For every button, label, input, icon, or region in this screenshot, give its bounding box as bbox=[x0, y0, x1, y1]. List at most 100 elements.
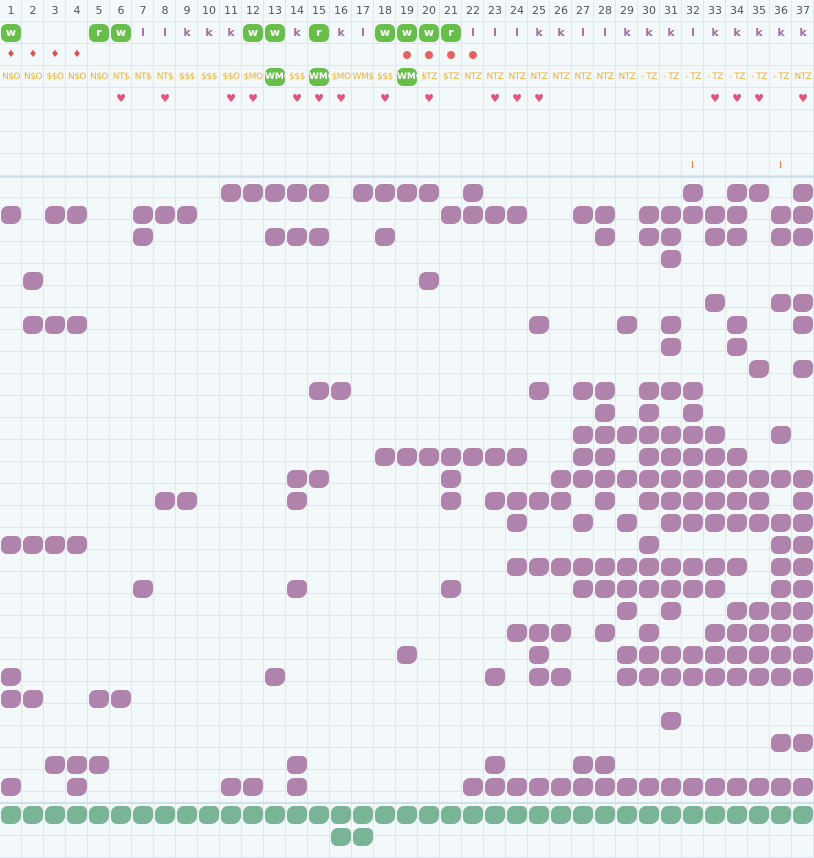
grid-blob[interactable] bbox=[353, 184, 373, 202]
grid-cell[interactable] bbox=[572, 0, 594, 22]
grid-cell[interactable] bbox=[0, 594, 22, 616]
grid-blob[interactable] bbox=[595, 778, 615, 796]
grid-cell[interactable] bbox=[44, 264, 66, 286]
grid-cell[interactable] bbox=[396, 396, 418, 418]
grid-blob[interactable] bbox=[463, 184, 483, 202]
grid-blob[interactable] bbox=[771, 734, 791, 752]
grid-cell[interactable] bbox=[748, 132, 770, 154]
grid-cell[interactable] bbox=[242, 726, 264, 748]
grid-cell[interactable] bbox=[66, 110, 88, 132]
grid-cell[interactable] bbox=[330, 22, 352, 44]
grid-cell[interactable] bbox=[22, 352, 44, 374]
grid-cell[interactable] bbox=[770, 154, 792, 176]
grid-cell[interactable] bbox=[242, 748, 264, 770]
grid-blob[interactable] bbox=[771, 294, 791, 312]
grid-cell[interactable] bbox=[506, 374, 528, 396]
grid-cell[interactable] bbox=[726, 528, 748, 550]
grid-cell[interactable] bbox=[154, 704, 176, 726]
grid-cell[interactable] bbox=[704, 330, 726, 352]
grid-cell[interactable] bbox=[220, 330, 242, 352]
grid-blob[interactable] bbox=[639, 536, 659, 554]
grid-cell[interactable] bbox=[484, 110, 506, 132]
heart-icon[interactable]: ♥ bbox=[380, 92, 390, 105]
grid-cell[interactable] bbox=[154, 550, 176, 572]
grid-blob[interactable] bbox=[793, 228, 813, 246]
grid-cell[interactable] bbox=[88, 308, 110, 330]
grid-cell[interactable] bbox=[374, 132, 396, 154]
grid-cell[interactable] bbox=[770, 176, 792, 198]
grid-cell[interactable] bbox=[704, 154, 726, 176]
grid-cell[interactable] bbox=[352, 374, 374, 396]
grid-cell[interactable] bbox=[286, 660, 308, 682]
grid-cell[interactable] bbox=[286, 330, 308, 352]
grid-cell[interactable] bbox=[374, 528, 396, 550]
grid-cell[interactable] bbox=[616, 352, 638, 374]
grid-cell[interactable] bbox=[682, 66, 704, 88]
grid-blob[interactable] bbox=[1, 206, 21, 224]
grid-cell[interactable] bbox=[682, 0, 704, 22]
grid-cell[interactable] bbox=[396, 594, 418, 616]
grid-blob[interactable] bbox=[1, 668, 21, 686]
grid-cell[interactable] bbox=[660, 154, 682, 176]
grid-cell[interactable] bbox=[572, 396, 594, 418]
grid-cell[interactable] bbox=[572, 44, 594, 66]
grid-cell[interactable] bbox=[440, 352, 462, 374]
grid-cell[interactable] bbox=[198, 462, 220, 484]
grid-blob[interactable] bbox=[705, 470, 725, 488]
grid-blob[interactable] bbox=[507, 448, 527, 466]
grid-cell[interactable] bbox=[748, 550, 770, 572]
grid-cell[interactable] bbox=[594, 836, 616, 858]
grid-cell[interactable] bbox=[418, 220, 440, 242]
grid-blob[interactable] bbox=[749, 646, 769, 664]
grid-cell[interactable] bbox=[462, 506, 484, 528]
grid-cell[interactable] bbox=[616, 198, 638, 220]
grid-blob[interactable] bbox=[155, 492, 175, 510]
grid-cell[interactable] bbox=[110, 330, 132, 352]
grid-cell[interactable] bbox=[308, 836, 330, 858]
grid-cell[interactable] bbox=[66, 418, 88, 440]
grid-cell[interactable] bbox=[22, 616, 44, 638]
grid-cell[interactable] bbox=[682, 704, 704, 726]
grid-cell[interactable] bbox=[44, 418, 66, 440]
grid-blob[interactable] bbox=[287, 492, 307, 510]
footer-blob[interactable] bbox=[331, 806, 351, 824]
grid-cell[interactable] bbox=[176, 176, 198, 198]
footer-blob[interactable] bbox=[309, 806, 329, 824]
grid-cell[interactable] bbox=[748, 154, 770, 176]
grid-cell[interactable] bbox=[550, 132, 572, 154]
grid-cell[interactable] bbox=[44, 704, 66, 726]
grid-cell[interactable] bbox=[198, 22, 220, 44]
grid-blob[interactable] bbox=[727, 646, 747, 664]
grid-cell[interactable] bbox=[154, 528, 176, 550]
grid-cell[interactable] bbox=[264, 198, 286, 220]
grid-cell[interactable] bbox=[66, 440, 88, 462]
grid-cell[interactable] bbox=[0, 418, 22, 440]
grid-cell[interactable] bbox=[176, 440, 198, 462]
grid-cell[interactable] bbox=[286, 66, 308, 88]
grid-cell[interactable] bbox=[110, 836, 132, 858]
grid-cell[interactable] bbox=[264, 726, 286, 748]
grid-cell[interactable] bbox=[220, 484, 242, 506]
grid-blob[interactable] bbox=[683, 646, 703, 664]
grid-cell[interactable] bbox=[638, 682, 660, 704]
grid-cell[interactable] bbox=[66, 726, 88, 748]
grid-cell[interactable] bbox=[88, 440, 110, 462]
grid-cell[interactable] bbox=[264, 638, 286, 660]
grid-cell[interactable] bbox=[572, 528, 594, 550]
grid-cell[interactable] bbox=[242, 264, 264, 286]
grid-cell[interactable] bbox=[154, 0, 176, 22]
grid-cell[interactable] bbox=[748, 814, 770, 836]
grid-cell[interactable] bbox=[484, 836, 506, 858]
grid-cell[interactable] bbox=[242, 814, 264, 836]
grid-cell[interactable] bbox=[286, 594, 308, 616]
grid-cell[interactable] bbox=[308, 22, 330, 44]
grid-cell[interactable] bbox=[220, 132, 242, 154]
grid-cell[interactable] bbox=[88, 506, 110, 528]
footer-blob[interactable] bbox=[441, 806, 461, 824]
grid-cell[interactable] bbox=[528, 330, 550, 352]
grid-cell[interactable] bbox=[154, 594, 176, 616]
grid-cell[interactable] bbox=[110, 154, 132, 176]
grid-cell[interactable] bbox=[396, 308, 418, 330]
grid-cell[interactable] bbox=[176, 836, 198, 858]
grid-blob[interactable] bbox=[705, 668, 725, 686]
